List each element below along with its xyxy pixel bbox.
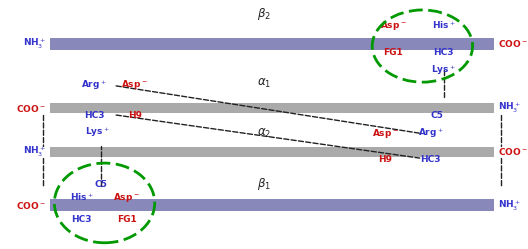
Text: HC3: HC3 — [433, 48, 454, 57]
Text: Arg$^+$: Arg$^+$ — [81, 78, 107, 92]
Text: COO$^-$: COO$^-$ — [16, 200, 46, 211]
Text: C5: C5 — [95, 180, 108, 189]
Text: His$^+$: His$^+$ — [431, 20, 456, 31]
Text: $\beta_1$: $\beta_1$ — [257, 176, 271, 192]
Text: Arg$^+$: Arg$^+$ — [418, 126, 444, 140]
Text: C5: C5 — [431, 111, 444, 120]
FancyBboxPatch shape — [50, 103, 494, 113]
Text: Asp$^-$: Asp$^-$ — [380, 19, 407, 32]
FancyBboxPatch shape — [50, 199, 494, 211]
Text: HC3: HC3 — [421, 155, 441, 164]
Text: H9: H9 — [128, 111, 142, 120]
Text: Lys$^+$: Lys$^+$ — [85, 125, 110, 139]
Text: HC3: HC3 — [72, 215, 92, 224]
Text: H9: H9 — [379, 155, 392, 164]
Text: FG1: FG1 — [117, 215, 137, 224]
Text: NH$_3^+$: NH$_3^+$ — [23, 36, 46, 51]
Text: $\alpha_1$: $\alpha_1$ — [257, 77, 271, 90]
Text: COO$^-$: COO$^-$ — [16, 103, 46, 114]
Text: Asp$^-$: Asp$^-$ — [121, 78, 148, 91]
Text: FG1: FG1 — [383, 48, 403, 57]
Text: NH$_3^+$: NH$_3^+$ — [498, 101, 521, 116]
Text: HC3: HC3 — [84, 111, 104, 120]
Text: $\alpha_2$: $\alpha_2$ — [257, 127, 271, 140]
Text: His$^+$: His$^+$ — [70, 191, 94, 203]
Text: NH$_3^+$: NH$_3^+$ — [23, 145, 46, 159]
FancyBboxPatch shape — [50, 147, 494, 157]
Text: COO$^-$: COO$^-$ — [498, 38, 528, 49]
Text: Lys$^+$: Lys$^+$ — [431, 63, 456, 77]
Text: NH$_3^+$: NH$_3^+$ — [498, 198, 521, 213]
Text: COO$^-$: COO$^-$ — [498, 146, 528, 157]
Text: Asp$^-$: Asp$^-$ — [372, 127, 399, 140]
Text: $\beta_2$: $\beta_2$ — [257, 6, 271, 22]
Text: Asp$^-$: Asp$^-$ — [114, 191, 140, 204]
FancyBboxPatch shape — [50, 38, 494, 50]
